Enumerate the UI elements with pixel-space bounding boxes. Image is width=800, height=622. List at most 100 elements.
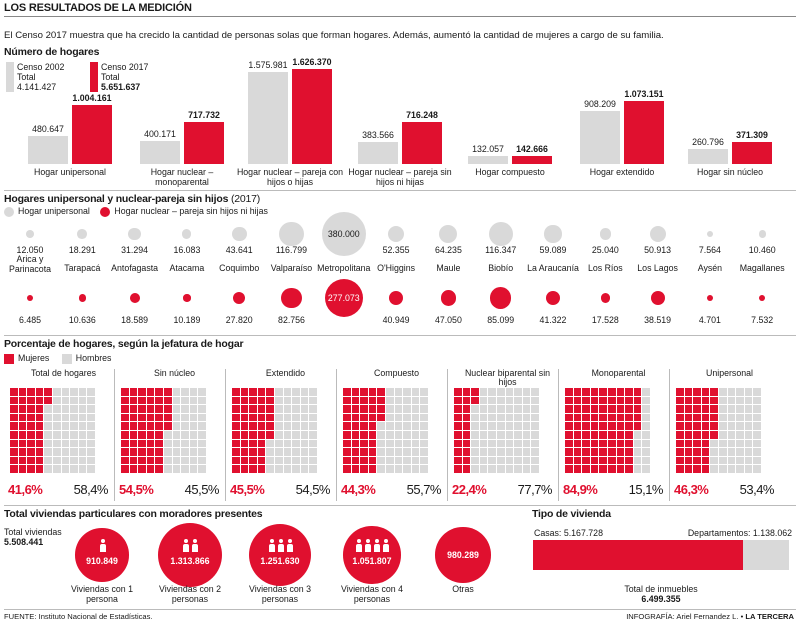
waffle-cell bbox=[565, 422, 573, 430]
unip-legend-gray-dot bbox=[4, 206, 14, 217]
waffle-cell bbox=[471, 439, 479, 448]
waffle-cell bbox=[249, 388, 257, 396]
waffle-cell bbox=[719, 422, 727, 430]
waffle-separator bbox=[336, 369, 337, 501]
viv-label: Viviendas con 4 personas bbox=[341, 584, 403, 604]
region-label: Atacama bbox=[169, 263, 205, 273]
bar-category-label: Hogar nuclear – pareja sin hijos ni hija… bbox=[348, 167, 452, 187]
waffle-cell bbox=[531, 465, 539, 473]
waffle-cell bbox=[744, 431, 753, 439]
waffle-cell bbox=[590, 422, 599, 430]
bar-2002 bbox=[358, 141, 398, 164]
waffle-cell bbox=[719, 448, 727, 456]
waffle-cell bbox=[240, 439, 249, 448]
waffle-cell bbox=[232, 431, 240, 439]
waffle-cell bbox=[505, 422, 514, 430]
waffle-cell bbox=[198, 431, 206, 439]
waffle-pct-hombres: 77,7% bbox=[517, 482, 553, 497]
waffle-cell bbox=[497, 396, 505, 405]
waffle-cell bbox=[10, 405, 18, 413]
waffle-cell bbox=[642, 422, 650, 430]
waffle-cell bbox=[505, 439, 514, 448]
waffle-cell bbox=[582, 388, 590, 396]
waffle-cell bbox=[78, 388, 87, 396]
viv-circle bbox=[75, 528, 129, 582]
waffle-cell bbox=[129, 413, 138, 422]
waffle-cell bbox=[283, 439, 292, 448]
bar-2017 bbox=[184, 122, 224, 164]
waffle-cell bbox=[146, 439, 155, 448]
waffle-cell bbox=[27, 439, 35, 448]
waffle-cell bbox=[386, 465, 394, 473]
waffle-cell bbox=[343, 439, 351, 448]
waffle-cell bbox=[87, 388, 95, 396]
waffle-cell bbox=[351, 439, 360, 448]
waffle-cell bbox=[727, 388, 736, 396]
casas-label: Casas: 5.167.728 bbox=[534, 528, 603, 538]
waffle-cell bbox=[616, 448, 625, 456]
unip-value: 116.347 bbox=[485, 245, 517, 255]
waffle-cell bbox=[727, 456, 736, 465]
waffle-cell bbox=[240, 456, 249, 465]
waffle-cell bbox=[514, 396, 522, 405]
waffle-cell bbox=[693, 388, 701, 396]
waffle-cell bbox=[292, 431, 300, 439]
waffle-cell bbox=[411, 448, 420, 456]
waffle-cell bbox=[719, 388, 727, 396]
waffle-cell bbox=[736, 448, 744, 456]
bar-value-2017: 142.666 bbox=[516, 143, 548, 154]
waffle-pct-mujeres: 44,3% bbox=[341, 482, 376, 497]
waffle-cell bbox=[70, 413, 78, 422]
waffle-cell bbox=[684, 439, 693, 448]
waffle-cell bbox=[403, 396, 411, 405]
waffle-cell bbox=[454, 439, 462, 448]
bar-value-2002: 908.209 bbox=[584, 98, 616, 109]
waffle-cell bbox=[309, 422, 317, 430]
waffle-cell bbox=[343, 388, 351, 396]
waffle-cell bbox=[411, 405, 420, 413]
pareja-bubble bbox=[388, 290, 404, 306]
unip-value: 380.000 bbox=[327, 229, 360, 239]
waffle-cell bbox=[155, 431, 163, 439]
waffle-cell bbox=[198, 448, 206, 456]
waffle-cell bbox=[257, 422, 266, 430]
waffle-pct-hombres: 53,4% bbox=[739, 482, 775, 497]
waffle-cell bbox=[78, 422, 87, 430]
legend-2002-label: Censo 2002 bbox=[17, 62, 65, 72]
person-icon-body bbox=[383, 544, 389, 552]
waffle-cell bbox=[249, 413, 257, 422]
viv-circle bbox=[435, 527, 491, 583]
waffle-cell bbox=[590, 396, 599, 405]
waffle-pct-mujeres: 41,6% bbox=[8, 482, 43, 497]
waffle-cell bbox=[386, 422, 394, 430]
waffle-cell bbox=[727, 413, 736, 422]
waffle-cell bbox=[676, 388, 684, 396]
waffle-cell bbox=[309, 465, 317, 473]
waffle-cell bbox=[471, 431, 479, 439]
bar-value-2017: 1.073.151 bbox=[624, 89, 664, 100]
waffle-cell bbox=[121, 422, 129, 430]
waffle-cell bbox=[625, 413, 633, 422]
waffle-cell bbox=[377, 431, 385, 439]
waffle-separator bbox=[114, 369, 115, 501]
waffle-cell bbox=[300, 422, 309, 430]
pareja-bubble bbox=[183, 294, 191, 302]
waffle-cell bbox=[70, 448, 78, 456]
waffle-cell bbox=[505, 388, 514, 396]
waffle-cell bbox=[582, 422, 590, 430]
viv-title: Total viviendas particulares con morador… bbox=[4, 508, 263, 520]
waffle-cell bbox=[343, 422, 351, 430]
unip-value: 31.294 bbox=[121, 245, 149, 255]
waffle-cell bbox=[710, 388, 718, 396]
waffle-cell bbox=[710, 422, 718, 430]
waffle-cell bbox=[368, 388, 377, 396]
person-icon-head bbox=[184, 539, 188, 543]
waffle-cell bbox=[232, 465, 240, 473]
waffle-cell bbox=[701, 396, 710, 405]
waffle-cell bbox=[181, 422, 189, 430]
waffle-cell bbox=[181, 396, 189, 405]
jef-legend-red-swatch bbox=[4, 353, 14, 364]
waffle-cell bbox=[292, 439, 300, 448]
waffle-cell bbox=[403, 439, 411, 448]
waffle-cell bbox=[53, 405, 61, 413]
